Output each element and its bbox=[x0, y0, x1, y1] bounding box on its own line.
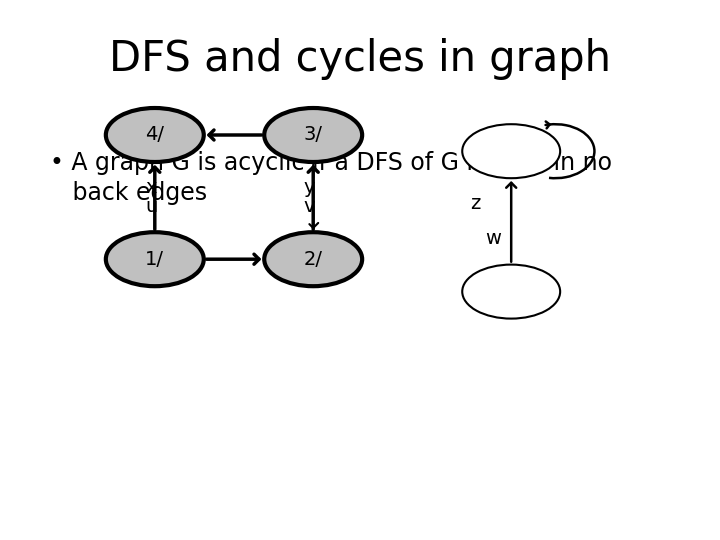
Text: 3/: 3/ bbox=[304, 125, 323, 145]
Text: 4/: 4/ bbox=[145, 125, 164, 145]
Text: 2/: 2/ bbox=[304, 249, 323, 269]
Text: back edges: back edges bbox=[50, 181, 207, 205]
Ellipse shape bbox=[264, 108, 362, 162]
Text: DFS and cycles in graph: DFS and cycles in graph bbox=[109, 38, 611, 80]
Text: • A graph G is acyclic if a DFS of G results in no: • A graph G is acyclic if a DFS of G res… bbox=[50, 151, 613, 175]
Text: x: x bbox=[145, 178, 157, 197]
Ellipse shape bbox=[106, 108, 204, 162]
Text: y: y bbox=[304, 178, 315, 197]
Ellipse shape bbox=[264, 232, 362, 286]
Text: z: z bbox=[470, 194, 480, 213]
Text: w: w bbox=[485, 230, 501, 248]
Text: u: u bbox=[145, 197, 158, 216]
Ellipse shape bbox=[106, 232, 204, 286]
Ellipse shape bbox=[462, 265, 560, 319]
Text: v: v bbox=[304, 197, 315, 216]
Ellipse shape bbox=[462, 124, 560, 178]
Text: 1/: 1/ bbox=[145, 249, 164, 269]
